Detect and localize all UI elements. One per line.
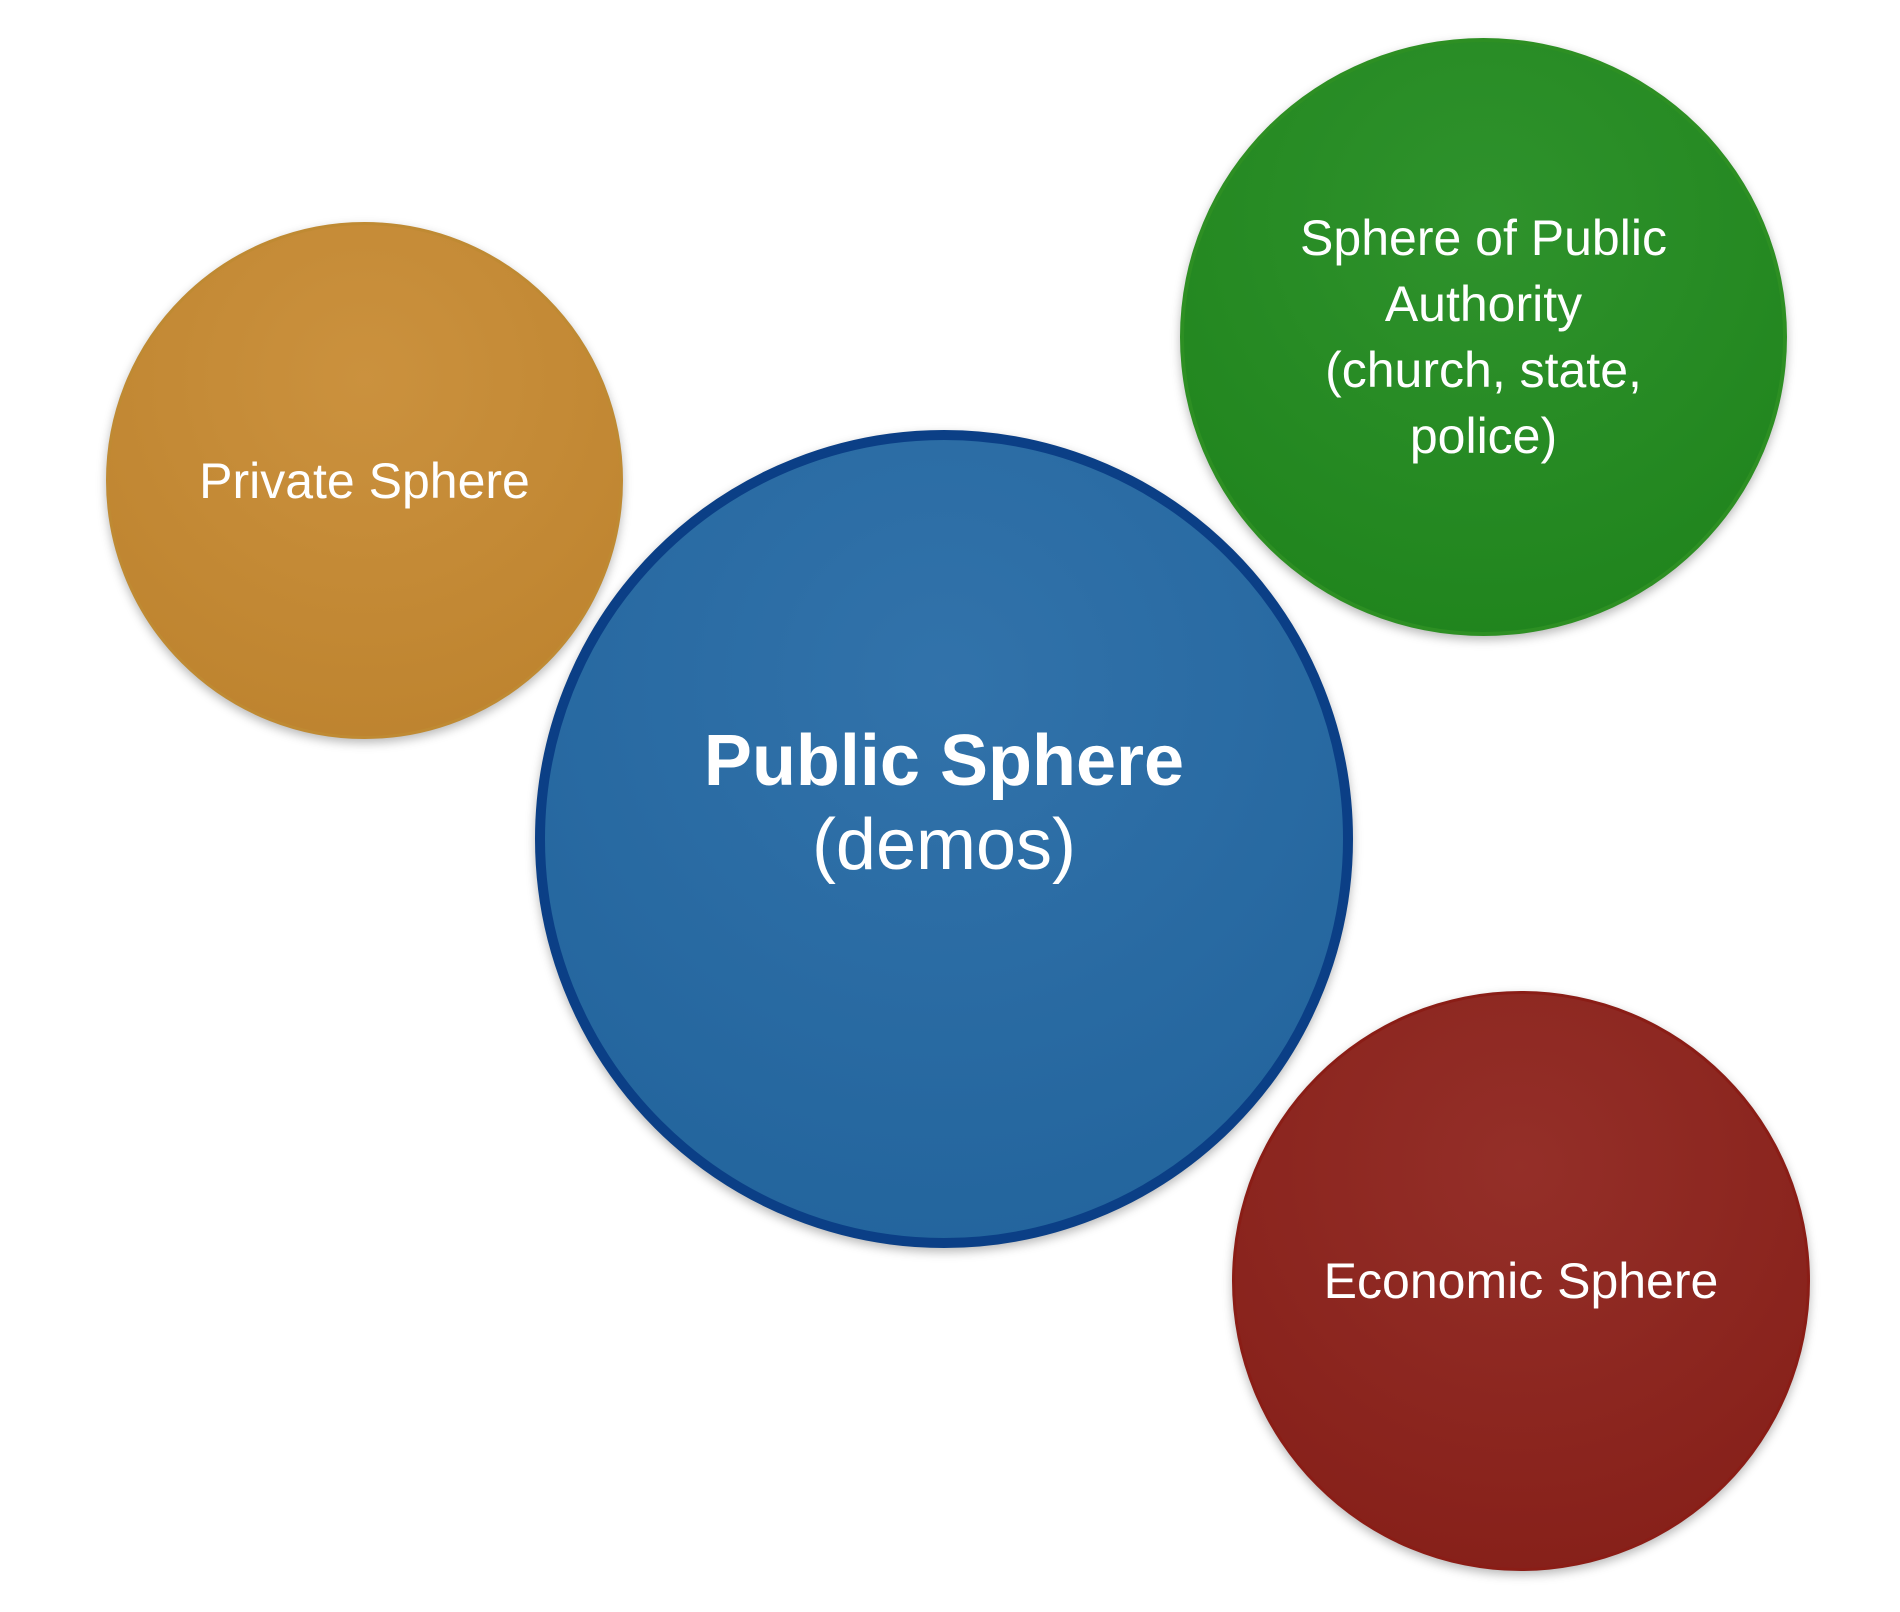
private-sphere-label: Private Sphere (199, 452, 530, 509)
public-authority-sphere-circle: Sphere of Public Authority (church, stat… (1180, 38, 1787, 636)
private-sphere-circle: Private Sphere (106, 222, 623, 739)
economic-sphere-circle: Economic Sphere (1232, 991, 1810, 1571)
public-sphere-subtitle: (demos) (811, 805, 1077, 885)
public-authority-sphere-label: Sphere of Public Authority (church, stat… (1300, 210, 1667, 464)
economic-sphere-label: Economic Sphere (1323, 1253, 1719, 1309)
public-sphere-circle: Public Sphere (demos) (535, 430, 1353, 1248)
public-sphere-title: Public Sphere (703, 721, 1185, 801)
public-sphere-text: Public Sphere (demos) (704, 720, 1184, 888)
